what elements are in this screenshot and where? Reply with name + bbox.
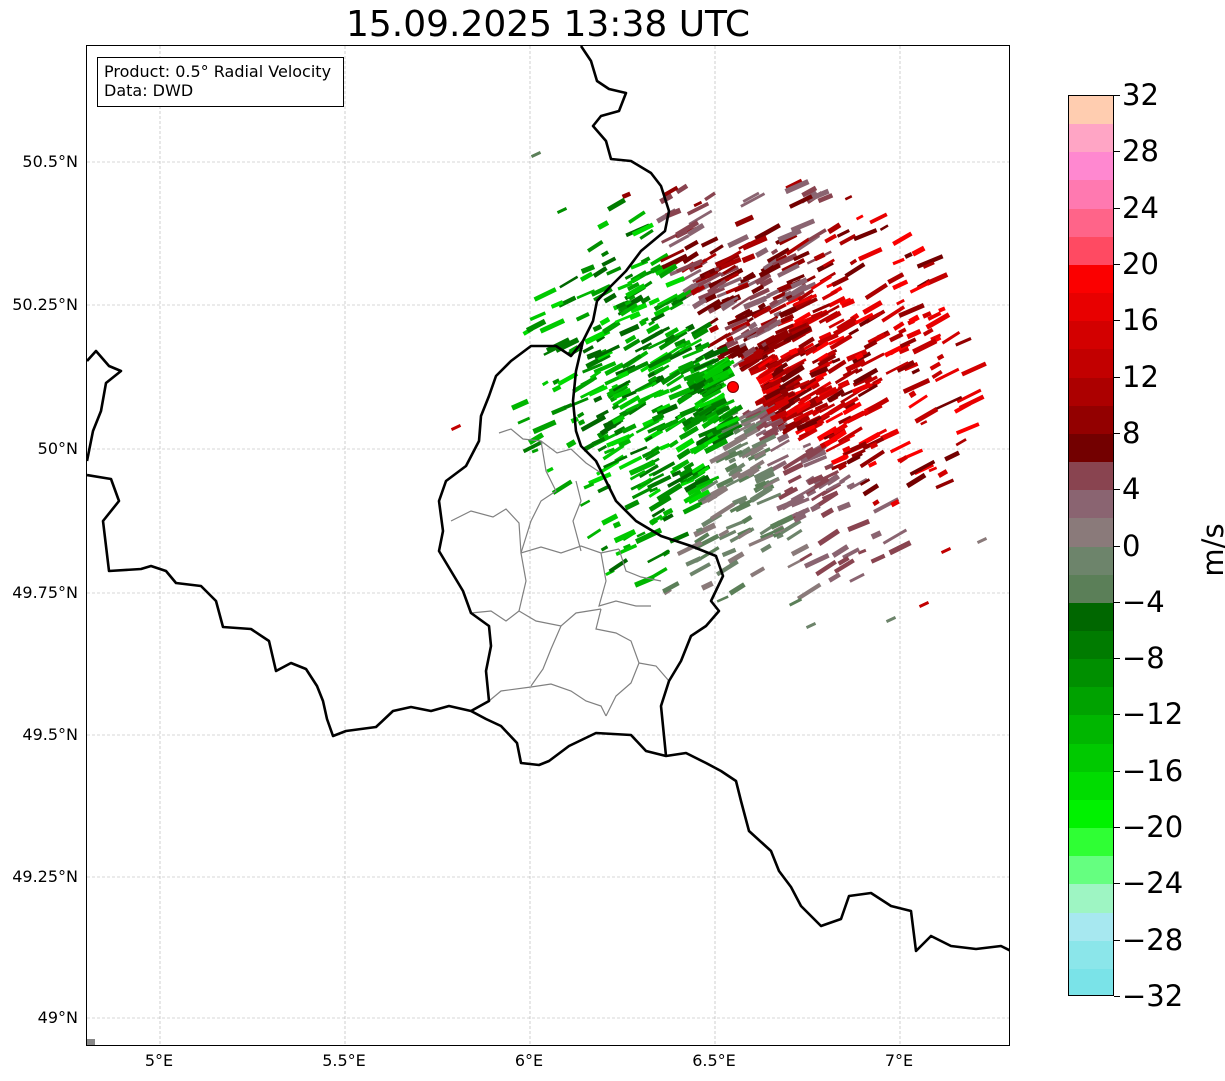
colorbar-tick: [1114, 770, 1120, 772]
colorbar-segment: [1069, 659, 1113, 688]
colorbar-segment: [1069, 687, 1113, 717]
lat-label-49: 49°N: [37, 1008, 78, 1027]
colorbar-segment: [1069, 180, 1113, 210]
gridlines: [87, 46, 1009, 1045]
colorbar-segment: [1069, 940, 1113, 970]
colorbar-tick: [1114, 545, 1120, 547]
colorbar-tick-label: 24: [1122, 190, 1159, 225]
colorbar-segment: [1069, 236, 1113, 266]
info-data-source: Data: DWD: [104, 81, 194, 100]
colorbar-segment: [1069, 377, 1113, 407]
lat-label-49-25: 49.25°N: [12, 867, 78, 886]
colorbar-tick: [1114, 263, 1120, 265]
colorbar-segment: [1069, 518, 1113, 548]
lat-label-50-5: 50.5°N: [22, 152, 78, 171]
colorbar-tick-label: −32: [1122, 979, 1184, 1013]
colorbar-segment: [1069, 208, 1113, 238]
colorbar-segment: [1069, 264, 1113, 294]
colorbar-segment: [1069, 574, 1113, 604]
colorbar-tick: [1114, 996, 1120, 997]
colorbar-segment: [1069, 715, 1113, 745]
colorbar-tick: [1114, 376, 1120, 378]
lon-label-5: 5°E: [144, 1051, 174, 1070]
colorbar-segment: [1069, 349, 1113, 379]
colorbar-tick-label: 32: [1122, 78, 1159, 112]
colorbar-tick: [1114, 95, 1120, 96]
radar-map: [87, 46, 1009, 1045]
colorbar-tick-label: 8: [1122, 415, 1141, 450]
colorbar-tick-label: −12: [1122, 697, 1184, 732]
colorbar-segment: [1069, 96, 1113, 125]
lon-label-6: 6°E: [514, 1051, 544, 1070]
lat-label-50-25: 50.25°N: [12, 295, 78, 314]
lat-label-49-5: 49.5°N: [22, 725, 78, 744]
colorbar-segment: [1069, 771, 1113, 801]
colorbar-tick: [1114, 827, 1120, 829]
colorbar-segment: [1069, 462, 1113, 491]
colorbar-segment: [1069, 602, 1113, 632]
colorbar-segment: [1069, 856, 1113, 885]
colorbar-segment: [1069, 884, 1113, 914]
colorbar-tick: [1114, 939, 1120, 941]
colorbar-tick-label: 28: [1122, 134, 1159, 169]
info-box: Product: 0.5° Radial Velocity Data: DWD: [97, 57, 344, 107]
colorbar-tick-label: 12: [1122, 359, 1159, 394]
colorbar-segment: [1069, 799, 1113, 829]
lon-label-6-5: 6.5°E: [692, 1051, 736, 1070]
colorbar-tick: [1114, 151, 1120, 153]
colorbar-segment: [1069, 630, 1113, 660]
colorbar-segment: [1069, 828, 1113, 857]
colorbar-tick: [1114, 883, 1120, 885]
colorbar-tick: [1114, 207, 1120, 209]
colorbar-tick: [1114, 432, 1120, 434]
luxembourg-cantons: [450, 428, 670, 717]
colorbar-segment: [1069, 968, 1113, 995]
colorbar: [1068, 95, 1114, 996]
map-area[interactable]: [86, 45, 1010, 1046]
colorbar-segment: [1069, 321, 1113, 350]
country-borders: [87, 46, 1009, 953]
colorbar-tick-label: −4: [1122, 584, 1165, 619]
colorbar-tick: [1114, 489, 1120, 491]
lat-label-50: 50°N: [37, 439, 78, 458]
colorbar-tick-label: −24: [1122, 866, 1184, 901]
colorbar-segment: [1069, 152, 1113, 182]
colorbar-tick: [1114, 658, 1120, 660]
colorbar-segment: [1069, 293, 1113, 322]
lat-label-49-75: 49.75°N: [12, 583, 78, 602]
colorbar-segment: [1069, 433, 1113, 463]
map-title: 15.09.2025 13:38 UTC: [345, 4, 751, 45]
radar-echoes: [450, 151, 988, 629]
colorbar-tick-label: −28: [1122, 922, 1184, 957]
colorbar-tick-label: 4: [1122, 472, 1141, 507]
colorbar-segment: [1069, 124, 1113, 153]
colorbar-tick-label: −20: [1122, 810, 1184, 845]
map-corner-mark: [87, 1039, 95, 1045]
colorbar-segment: [1069, 912, 1113, 942]
colorbar-tick-label: 16: [1122, 303, 1159, 338]
colorbar-unit: m/s: [1196, 523, 1225, 577]
colorbar-tick-label: 20: [1122, 246, 1159, 281]
colorbar-tick-label: −16: [1122, 753, 1184, 788]
colorbar-segment: [1069, 405, 1113, 435]
info-product: Product: 0.5° Radial Velocity: [104, 62, 332, 81]
colorbar-tick-label: −8: [1122, 641, 1165, 676]
colorbar-segment: [1069, 546, 1113, 576]
colorbar-tick-label: 0: [1122, 528, 1141, 563]
radar-site-marker: [727, 381, 739, 393]
colorbar-segment: [1069, 743, 1113, 773]
lon-label-5-5: 5.5°E: [322, 1051, 366, 1070]
colorbar-segment: [1069, 490, 1113, 519]
colorbar-tick: [1114, 714, 1120, 716]
colorbar-tick: [1114, 601, 1120, 603]
lon-label-7: 7°E: [884, 1051, 914, 1070]
colorbar-tick: [1114, 320, 1120, 322]
